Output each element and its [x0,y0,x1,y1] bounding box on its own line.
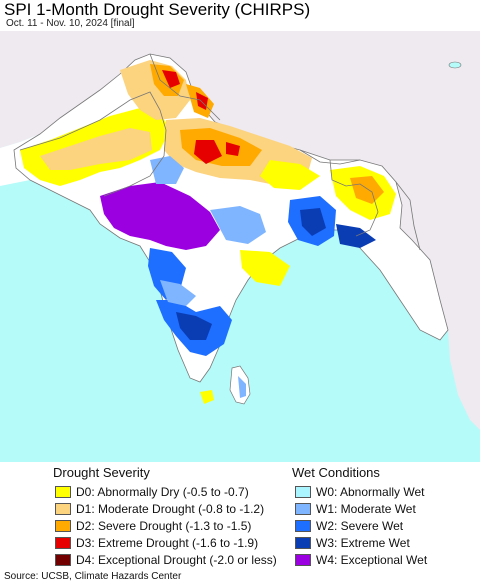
legend-label-w2: W2: Severe Wet [316,518,404,533]
map-subtitle: Oct. 11 - Nov. 10, 2024 [final] [6,18,135,29]
legend-swatch-d4 [55,553,71,566]
legend-item-w3: W3: Extreme Wet [295,534,427,551]
legend-label-w0: W0: Abnormally Wet [316,484,425,499]
wet-legend-title: Wet Conditions [292,465,380,480]
legend-label-d4: D4: Exceptional Drought (-2.0 or less) [76,552,277,567]
legend-item-d4: D4: Exceptional Drought (-2.0 or less) [55,551,277,568]
legend-swatch-w2 [295,519,311,532]
wet-legend-list: W0: Abnormally Wet W1: Moderate Wet W2: … [295,483,427,568]
legend-item-d0: D0: Abnormally Dry (-0.5 to -0.7) [55,483,277,500]
legend-swatch-w1 [295,502,311,515]
legend-swatch-d2 [55,519,71,532]
legend-swatch-w0 [295,485,311,498]
legend-item-w1: W1: Moderate Wet [295,500,427,517]
drought-legend-title: Drought Severity [53,465,150,480]
legend-swatch-w4 [295,553,311,566]
legend-label-d0: D0: Abnormally Dry (-0.5 to -0.7) [76,484,249,499]
drought-map [0,31,480,464]
map-title: SPI 1-Month Drought Severity (CHIRPS) [4,0,311,19]
source-credit: Source: UCSB, Climate Hazards Center [4,571,182,582]
land-outside-north [0,31,480,330]
legend-item-d2: D2: Severe Drought (-1.3 to -1.5) [55,517,277,534]
legend-label-d3: D3: Extreme Drought (-1.6 to -1.9) [76,535,259,550]
legend-label-w4: W4: Exceptional Wet [316,552,428,567]
legend-swatch-d3 [55,536,71,549]
lake [448,61,462,69]
drought-legend-list: D0: Abnormally Dry (-0.5 to -0.7) D1: Mo… [55,483,277,568]
legend-item-w4: W4: Exceptional Wet [295,551,427,568]
legend: Drought Severity D0: Abnormally Dry (-0.… [0,462,480,568]
legend-item-w2: W2: Severe Wet [295,517,427,534]
legend-item-w0: W0: Abnormally Wet [295,483,427,500]
legend-swatch-d0 [55,485,71,498]
legend-item-d1: D1: Moderate Drought (-0.8 to -1.2) [55,500,277,517]
legend-label-w3: W3: Extreme Wet [316,535,410,550]
legend-label-w1: W1: Moderate Wet [316,501,416,516]
land-outside-east [430,240,480,430]
country-borders [19,53,421,251]
legend-swatch-w3 [295,536,311,549]
legend-label-d2: D2: Severe Drought (-1.3 to -1.5) [76,518,252,533]
legend-swatch-d1 [55,502,71,515]
legend-item-d3: D3: Extreme Drought (-1.6 to -1.9) [55,534,277,551]
legend-label-d1: D1: Moderate Drought (-0.8 to -1.2) [76,501,265,516]
